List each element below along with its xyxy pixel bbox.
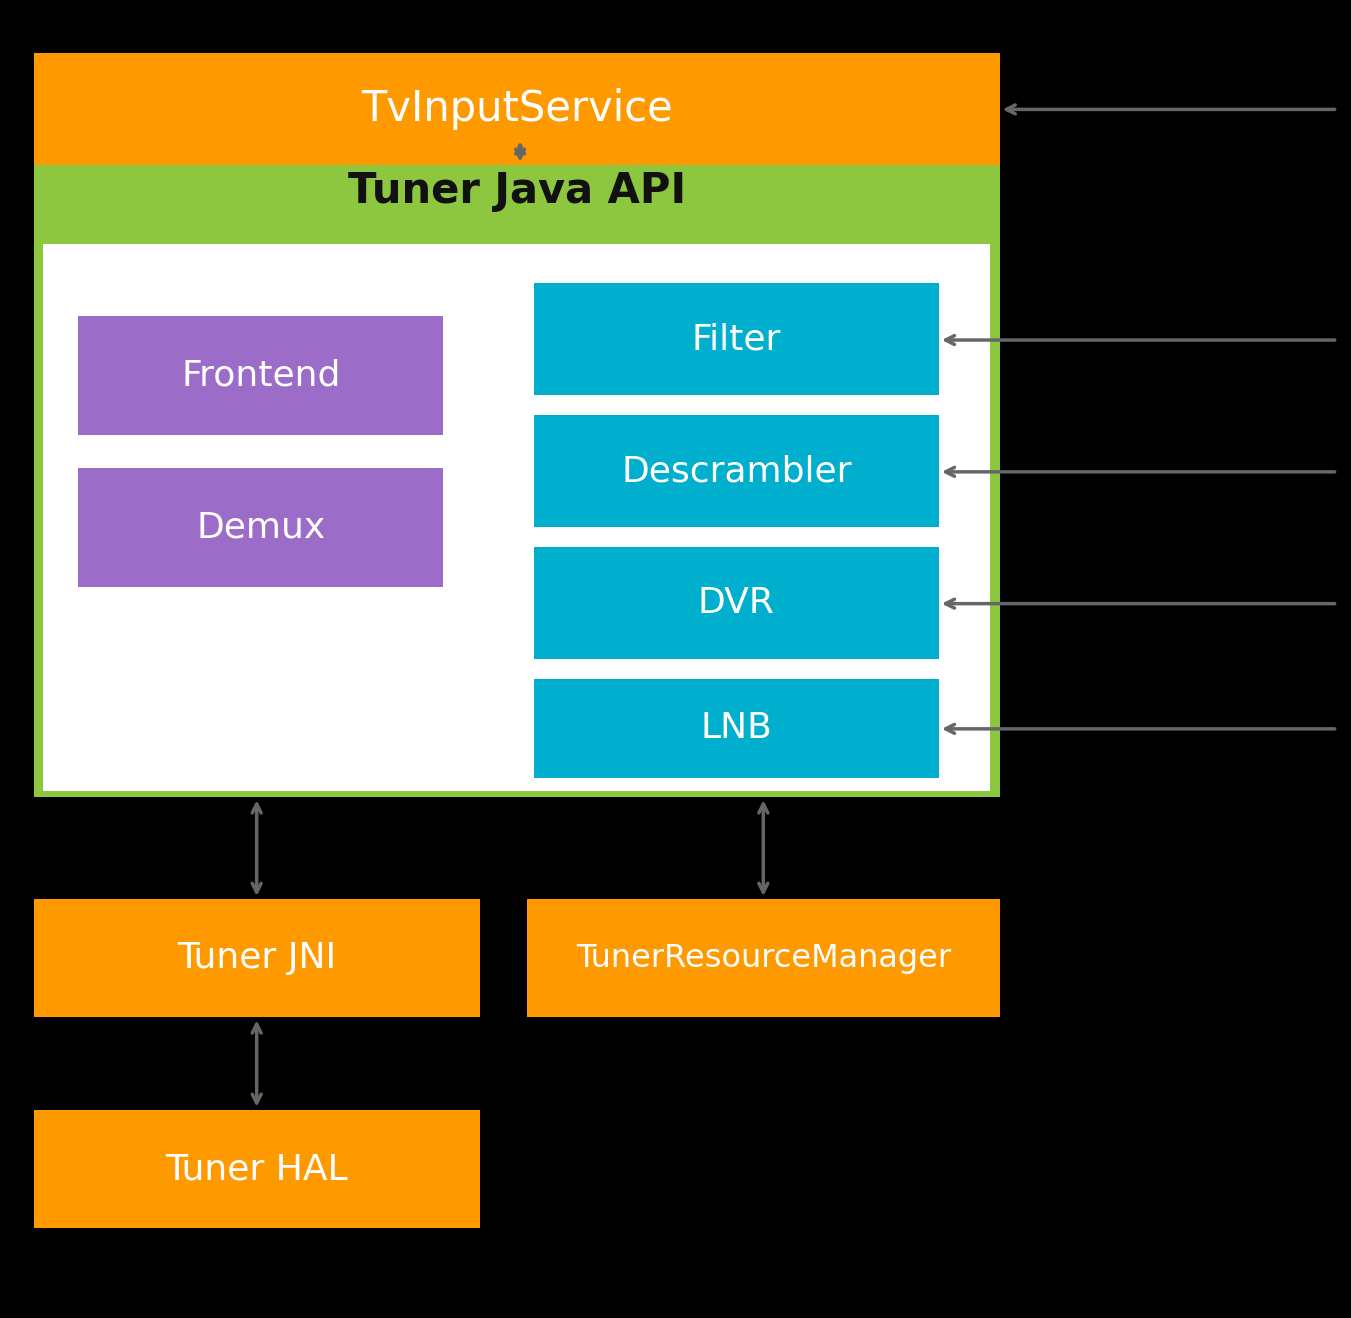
Bar xyxy=(527,899,1000,1017)
Text: Tuner JNI: Tuner JNI xyxy=(177,941,336,975)
Text: TunerResourceManager: TunerResourceManager xyxy=(576,942,951,974)
Text: Filter: Filter xyxy=(692,323,781,356)
Bar xyxy=(43,244,990,791)
Bar xyxy=(534,679,939,778)
Text: DVR: DVR xyxy=(698,587,774,619)
Text: LNB: LNB xyxy=(700,712,773,745)
Bar xyxy=(534,547,939,659)
Bar xyxy=(78,468,443,587)
Bar xyxy=(78,316,443,435)
Bar xyxy=(34,899,480,1017)
Text: Frontend: Frontend xyxy=(181,358,340,393)
Text: TvInputService: TvInputService xyxy=(361,88,673,129)
Text: Tuner HAL: Tuner HAL xyxy=(165,1152,349,1186)
Text: Tuner Java API: Tuner Java API xyxy=(347,170,686,212)
Text: Demux: Demux xyxy=(196,510,326,544)
Text: Descrambler: Descrambler xyxy=(621,455,851,488)
Bar xyxy=(534,283,939,395)
Bar xyxy=(34,53,1000,165)
Bar xyxy=(34,1110,480,1228)
Bar xyxy=(34,138,1000,244)
Bar xyxy=(34,198,1000,797)
Bar xyxy=(534,415,939,527)
